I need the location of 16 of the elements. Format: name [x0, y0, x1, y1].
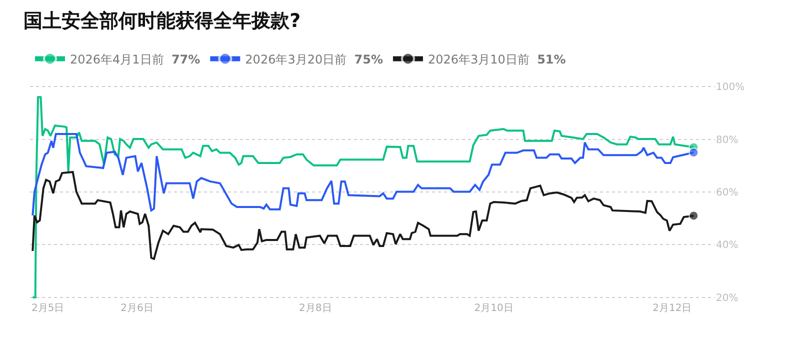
legend-label: 2026年3月10日前 51% [428, 52, 566, 66]
y-tick-label: 20% [716, 292, 738, 304]
chart-title: 国土安全部何时能获得全年拨款? [24, 10, 301, 32]
y-tick-label: 80% [716, 134, 738, 146]
x-tick-label: 2月10日 [474, 303, 514, 314]
y-tick-label: 100% [716, 82, 745, 94]
point [688, 147, 699, 158]
x-tick-label: 2月6日 [120, 303, 154, 314]
x-tick-label: 2月12日 [652, 303, 692, 314]
x-tick-label: 2月8日 [299, 303, 332, 314]
x-tick-label: 2月5日 [31, 303, 64, 314]
y-tick-label: 40% [716, 240, 738, 252]
y-tick-label: 60% [716, 188, 738, 198]
legend-label: 2026年4月1日前 77% [70, 52, 200, 66]
legend-label: 2026年3月20日前 75% [245, 52, 383, 66]
point [688, 210, 699, 221]
